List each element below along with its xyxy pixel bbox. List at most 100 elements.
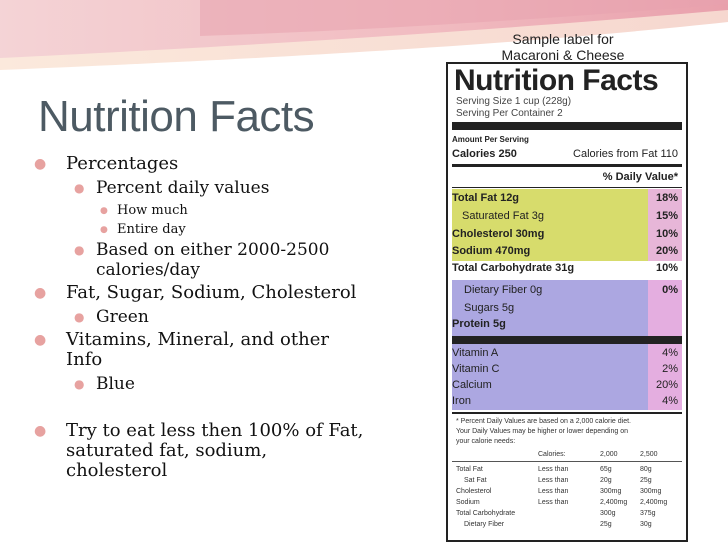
- bullet-icon: ●: [100, 206, 108, 216]
- vitamin-pct: 2%: [662, 363, 678, 375]
- sample-caption-line: Macaroni & Cheese: [501, 47, 625, 63]
- nutrient-row: Total Carbohydrate 31g 10%: [452, 262, 682, 274]
- footnote-line: Your Daily Values may be higher or lower…: [456, 428, 628, 435]
- divider: [452, 412, 682, 414]
- amount-per-serving: Amount Per Serving: [452, 135, 529, 144]
- table-header-cell: 2,500: [640, 451, 658, 458]
- footnote-line: your calorie needs:: [456, 438, 516, 445]
- pct-column: [648, 344, 682, 410]
- bullet-icon: ●: [100, 225, 108, 235]
- nutrient-name: Total Fat 12g: [452, 192, 520, 204]
- header-swoosh-decoration: [0, 0, 728, 70]
- bullet-text: Vitamins, Mineral, and other: [66, 329, 329, 350]
- vitamin-row: Calcium 20%: [452, 379, 682, 391]
- bullet-text: calories/day: [96, 260, 201, 280]
- bullet-continuation: Info: [66, 350, 102, 370]
- table-cell: Dietary Fiber: [464, 521, 505, 528]
- servings-per-container: Serving Per Container 2: [456, 108, 563, 119]
- nutrition-label: Nutrition Facts Serving Size 1 cup (228g…: [446, 62, 688, 542]
- nutrient-row: Dietary Fiber 0g 0%: [452, 284, 682, 296]
- bullet-text: Percent daily values: [96, 178, 270, 198]
- nutrient-row: Saturated Fat 3g 15%: [452, 210, 682, 222]
- label-title: Nutrition Facts: [454, 64, 659, 97]
- bullet-text: Try to eat less then 100% of Fat,: [66, 420, 364, 441]
- bullet-text: Green: [96, 307, 149, 327]
- pct-column: [648, 189, 682, 261]
- footnote-line: * Percent Daily Values are based on a 2,…: [456, 418, 631, 425]
- pct-column: [648, 280, 682, 338]
- bullet-text: saturated fat, sodium,: [66, 440, 268, 461]
- vitamin-name: Iron: [452, 395, 471, 407]
- nutrient-pct: 0%: [662, 284, 678, 296]
- bullet-text: Percentages: [66, 153, 179, 174]
- nutrient-pct: 20%: [655, 245, 678, 257]
- table-cell: Total Carbohydrate: [456, 510, 516, 517]
- bullet-text: Entire day: [117, 222, 186, 237]
- nutrient-row: Sodium 470mg 20%: [452, 245, 682, 257]
- table-cell: Less than: [538, 477, 569, 484]
- table-cell: 300g: [600, 510, 616, 517]
- table-header-cell: Calories:: [538, 451, 566, 458]
- bullet-text: Blue: [96, 374, 135, 394]
- table-cell: 30g: [640, 521, 652, 528]
- nutrient-row: Protein 5g: [452, 318, 682, 330]
- sample-caption: Sample label for Macaroni & Cheese: [440, 30, 686, 63]
- bullet-icon: ●: [34, 332, 47, 348]
- nutrient-name: Cholesterol 30mg: [452, 228, 545, 240]
- vitamin-name: Vitamin C: [452, 363, 500, 375]
- vitamin-name: Calcium: [452, 379, 492, 391]
- table-cell: Cholesterol: [456, 488, 492, 495]
- daily-value-text: % Daily Value*: [602, 171, 678, 183]
- calories: Calories 250: [452, 148, 517, 160]
- table-cell: 375g: [640, 510, 656, 517]
- nutrient-pct: 10%: [655, 262, 678, 274]
- nutrient-pct: 18%: [655, 192, 678, 204]
- bullet-text: Based on either 2000-2500: [96, 240, 330, 260]
- bullet-continuation: cholesterol: [66, 461, 167, 481]
- divider: [452, 187, 682, 188]
- vitamin-pct: 4%: [662, 347, 678, 359]
- table-cell: 2,400mg: [640, 499, 668, 506]
- bullet-text: Fat, Sugar, Sodium, Cholesterol: [66, 282, 357, 303]
- table-cell: 20g: [600, 477, 612, 484]
- divider: [452, 461, 682, 462]
- bullet-icon: ●: [74, 310, 85, 324]
- bullet-icon: ●: [74, 243, 85, 257]
- calories-row: Calories 250 Calories from Fat 110: [452, 148, 682, 160]
- calories-from-fat: Calories from Fat 110: [573, 148, 678, 160]
- vitamin-row: Vitamin C 2%: [452, 363, 682, 375]
- table-cell: 300mg: [640, 488, 662, 495]
- vitamins-highlight-block: [452, 344, 682, 410]
- vitamin-name: Vitamin A: [452, 347, 499, 359]
- table-cell: 25g: [600, 521, 612, 528]
- bullet-icon: ●: [74, 181, 85, 195]
- thick-divider: [452, 336, 682, 344]
- slide-title: Nutrition Facts: [38, 92, 315, 141]
- nutrient-row: Total Fat 12g 18%: [452, 192, 682, 204]
- nutrient-name: Total Carbohydrate 31g: [452, 262, 575, 274]
- nutrient-pct: 15%: [655, 210, 678, 222]
- purple-highlight-block: [452, 280, 682, 338]
- nutrient-name: Protein 5g: [452, 318, 506, 330]
- table-cell: Sat Fat: [464, 477, 487, 484]
- nutrient-pct: 10%: [655, 228, 678, 240]
- table-cell: 300mg: [600, 488, 622, 495]
- nutrient-name: Sugars 5g: [464, 302, 515, 314]
- table-header-cell: 2,000: [600, 451, 618, 458]
- bullet-list: ● Percentages ● Percent daily values ● H…: [34, 153, 364, 481]
- table-cell: 65g: [600, 466, 612, 473]
- table-cell: 2,400mg: [600, 499, 628, 506]
- thick-divider: [452, 122, 682, 130]
- nutrient-row: Cholesterol 30mg 10%: [452, 228, 682, 240]
- table-cell: Total Fat: [456, 466, 483, 473]
- bullet-icon: ●: [34, 423, 47, 439]
- bullet-text: Info: [66, 349, 103, 370]
- nutrient-name: Saturated Fat 3g: [462, 210, 544, 222]
- vitamin-row: Vitamin A 4%: [452, 347, 682, 359]
- nutrient-name: Sodium 470mg: [452, 245, 531, 257]
- table-cell: 25g: [640, 477, 652, 484]
- bullet-icon: ●: [34, 156, 47, 172]
- vitamin-row: Iron 4%: [452, 395, 682, 407]
- table-cell: Less than: [538, 488, 569, 495]
- bullet-text: How much: [117, 203, 188, 218]
